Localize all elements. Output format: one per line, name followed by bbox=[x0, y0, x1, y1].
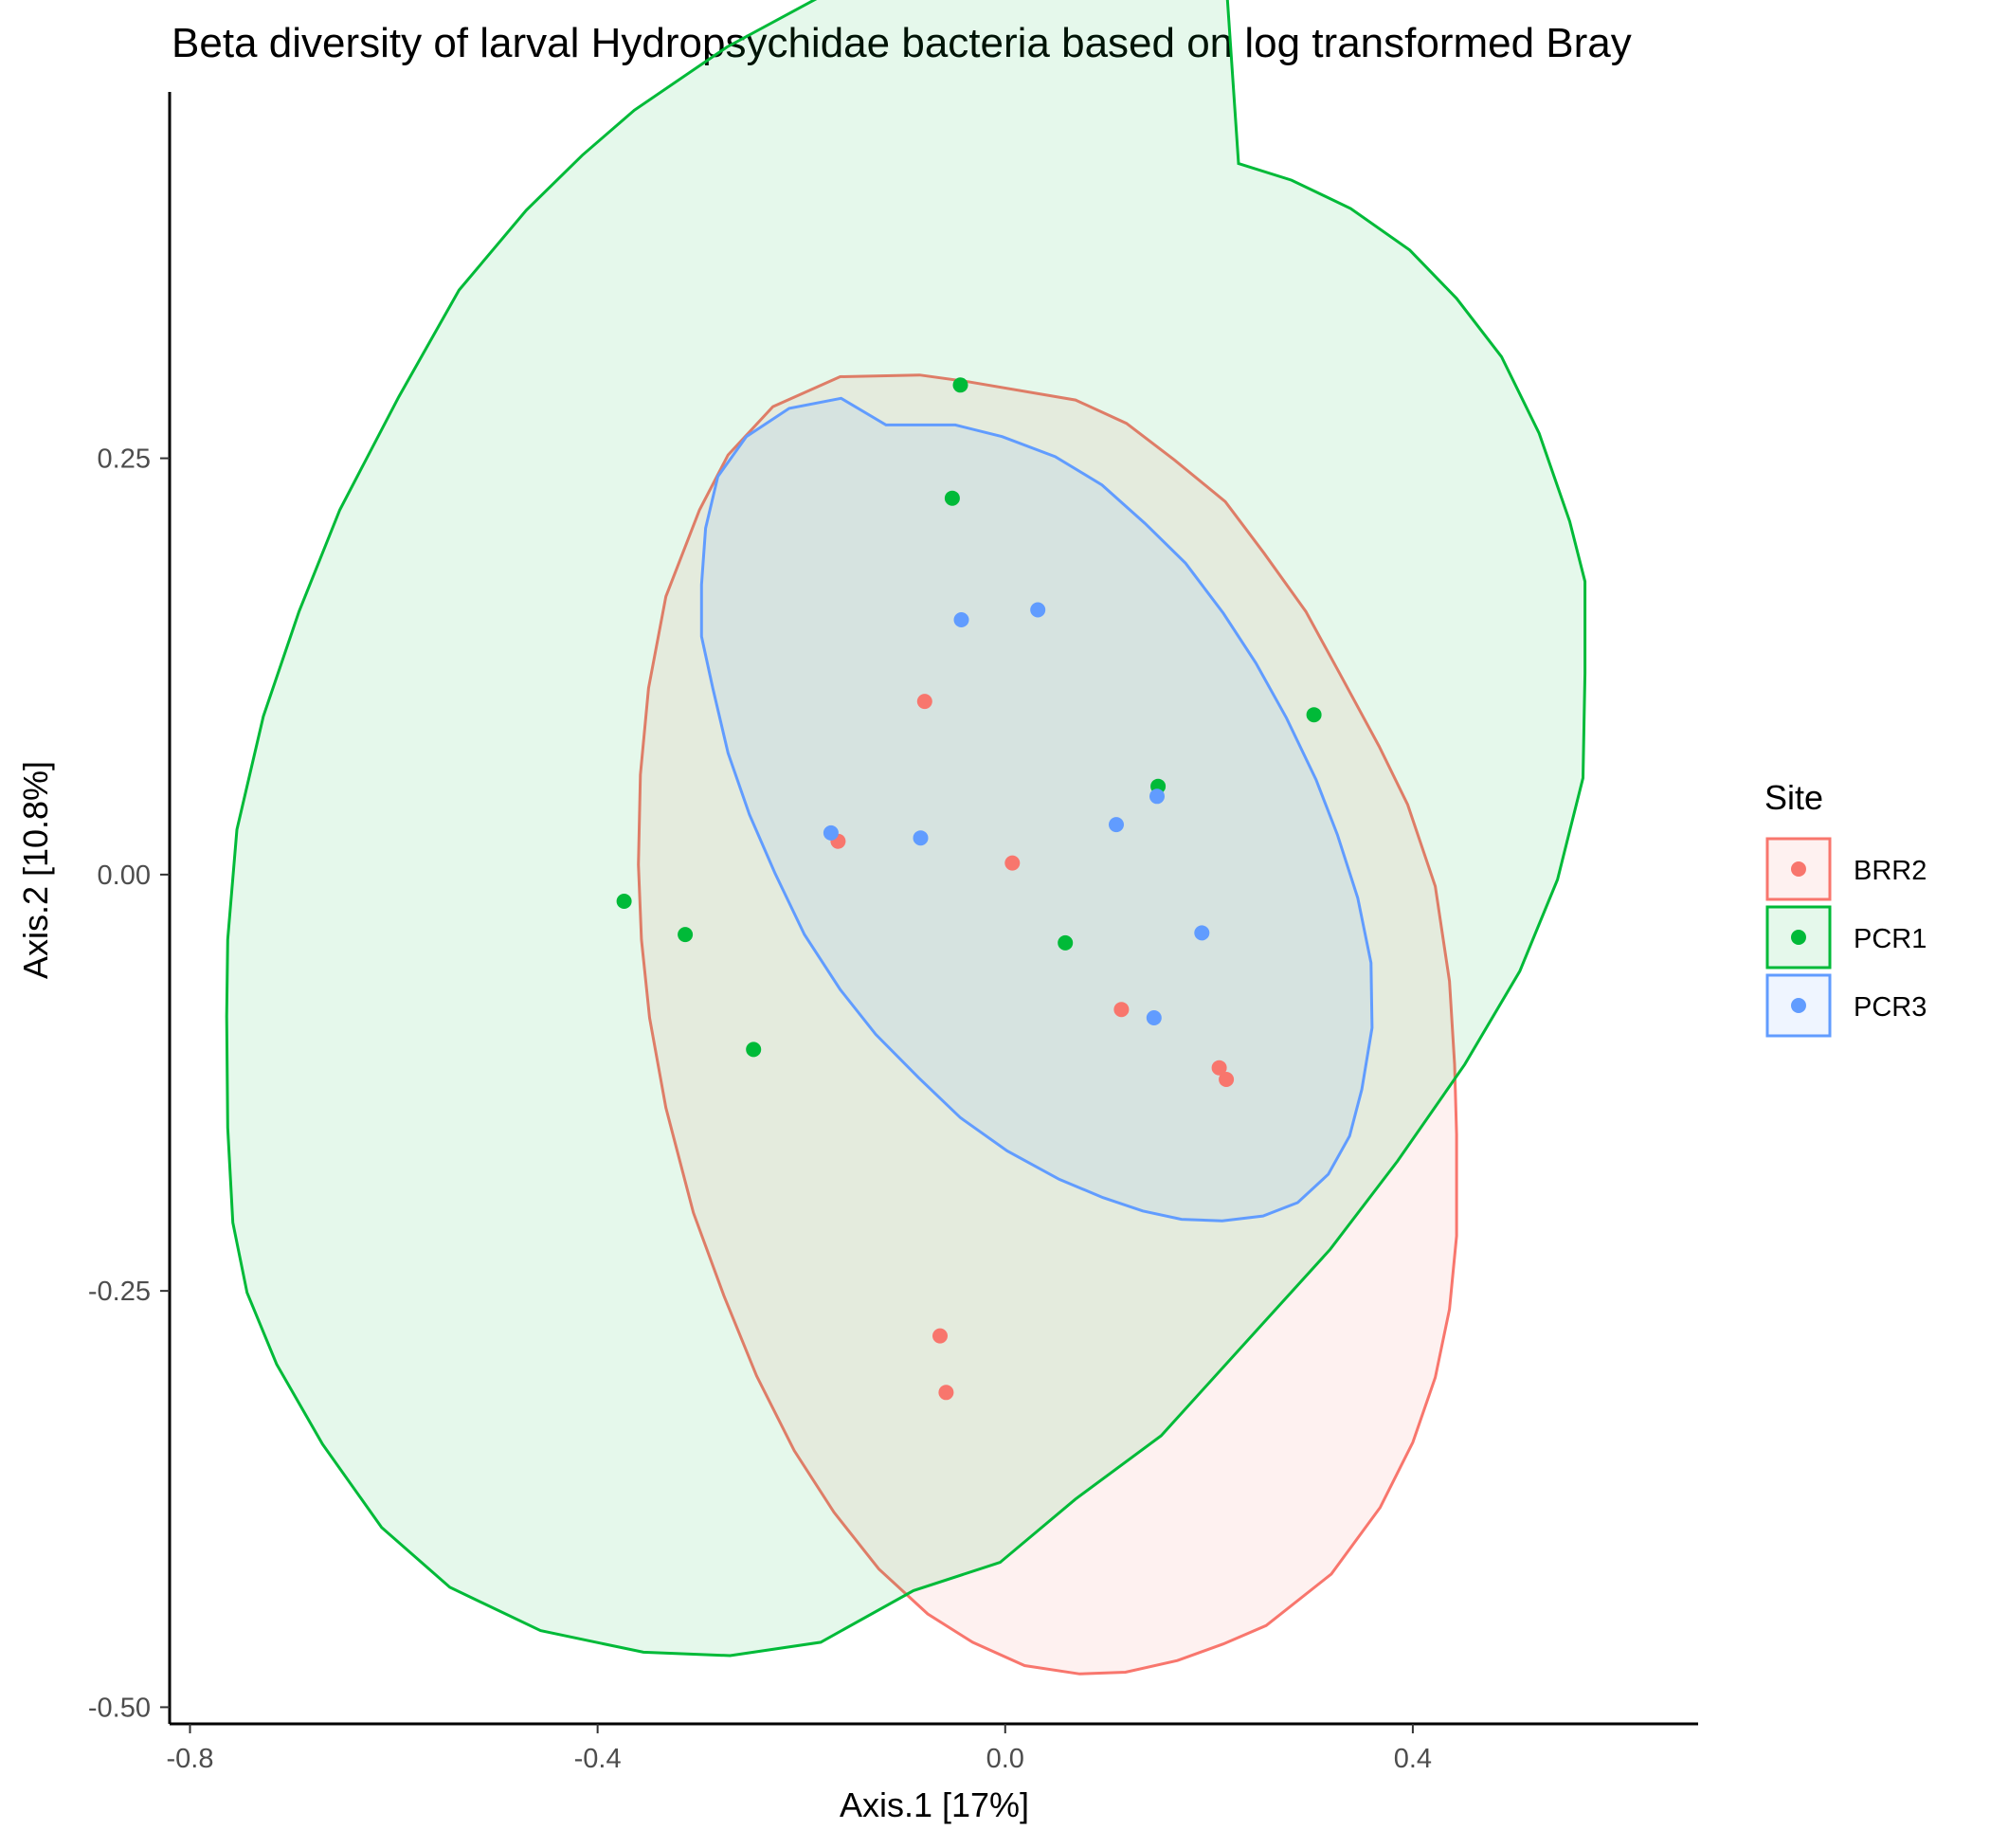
point-pcr1 bbox=[952, 377, 968, 393]
legend: Site BRR2 PCR1 PCR3 bbox=[1764, 778, 1927, 1038]
point-pcr1 bbox=[944, 490, 960, 506]
point-brr2 bbox=[1113, 1002, 1130, 1018]
x-axis-label: Axis.1 [17%] bbox=[840, 1785, 1029, 1824]
point-pcr3 bbox=[1194, 925, 1210, 941]
legend-label-pcr1: PCR1 bbox=[1854, 924, 1927, 954]
axes bbox=[168, 92, 1698, 1726]
y-tick-label: -0.25 bbox=[88, 1277, 151, 1307]
point-pcr3 bbox=[1030, 602, 1046, 618]
y-tick-label: 0.00 bbox=[98, 861, 151, 891]
point-pcr3 bbox=[1146, 1010, 1162, 1025]
point-brr2 bbox=[1219, 1072, 1235, 1087]
point-brr2 bbox=[916, 694, 932, 710]
point-pcr3 bbox=[823, 824, 839, 841]
chart-title: Beta diversity of larval Hydropsychidae … bbox=[172, 20, 1632, 66]
point-brr2 bbox=[932, 1328, 948, 1344]
y-tick-label: -0.50 bbox=[88, 1693, 151, 1723]
point-pcr3 bbox=[1109, 817, 1124, 833]
point-pcr1 bbox=[746, 1042, 762, 1058]
point-pcr3 bbox=[953, 612, 969, 627]
x-tick-label: -0.8 bbox=[167, 1744, 214, 1774]
legend-label-brr2: BRR2 bbox=[1854, 856, 1927, 886]
point-brr2 bbox=[1211, 1060, 1227, 1076]
point-brr2 bbox=[1004, 855, 1021, 871]
ellipse-pcr1 bbox=[225, 0, 1587, 1658]
x-ticks: -0.8 -0.4 0.0 0.4 bbox=[167, 1724, 1432, 1774]
y-ticks: 0.25 0.00 -0.25 -0.50 bbox=[88, 444, 170, 1723]
point-pcr1 bbox=[1058, 934, 1074, 951]
x-tick-label: -0.4 bbox=[574, 1744, 622, 1774]
legend-title: Site bbox=[1764, 778, 1823, 817]
point-brr2 bbox=[938, 1385, 954, 1401]
data-points bbox=[616, 377, 1322, 1401]
y-axis-label: Axis.2 [10.8%] bbox=[16, 761, 55, 979]
x-tick-label: 0.0 bbox=[986, 1744, 1024, 1774]
y-tick-label: 0.25 bbox=[98, 444, 151, 475]
legend-label-pcr3: PCR3 bbox=[1854, 992, 1927, 1023]
legend-dot-pcr3 bbox=[1791, 998, 1806, 1013]
point-pcr1 bbox=[1306, 707, 1322, 723]
point-pcr3 bbox=[913, 830, 929, 846]
legend-dot-pcr1 bbox=[1791, 930, 1806, 945]
legend-key-brr2 bbox=[1765, 837, 1832, 901]
legend-dot-brr2 bbox=[1791, 861, 1806, 877]
point-pcr1 bbox=[678, 927, 694, 943]
confidence-ellipses bbox=[225, 0, 1587, 1676]
x-tick-label: 0.4 bbox=[1394, 1744, 1432, 1774]
point-pcr3 bbox=[1149, 788, 1165, 805]
ellipse-pcr3 bbox=[699, 396, 1374, 1223]
ellipse-brr2 bbox=[637, 373, 1458, 1676]
point-pcr1 bbox=[616, 894, 632, 909]
